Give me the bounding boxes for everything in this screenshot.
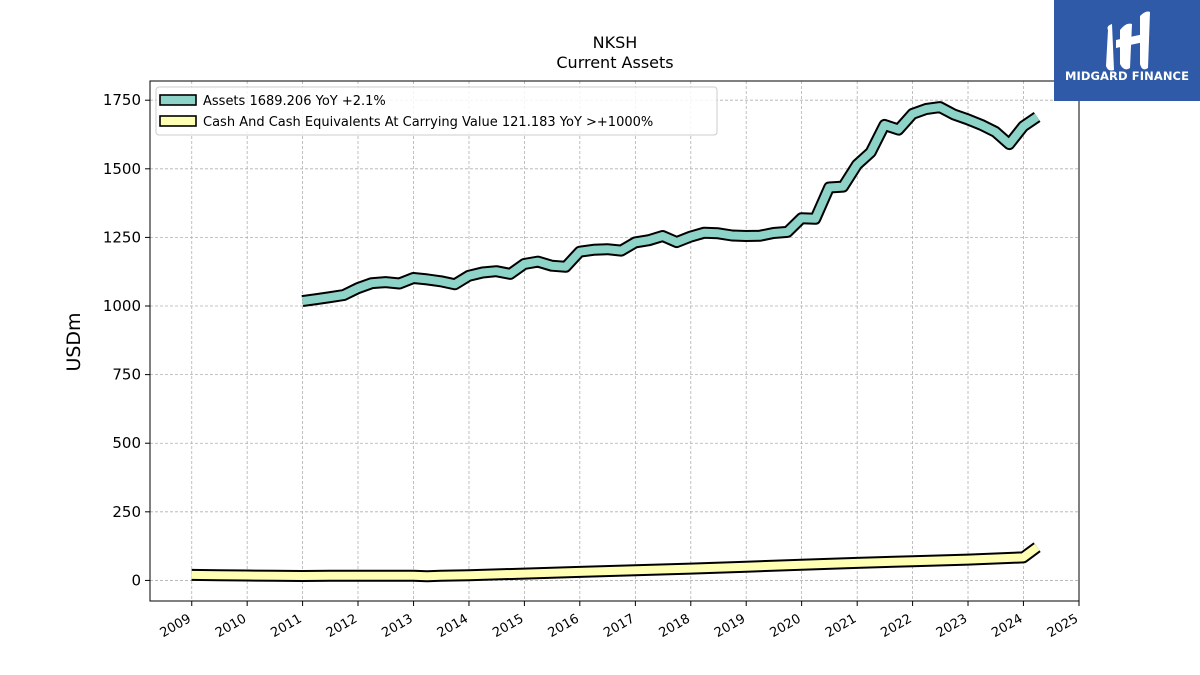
x-tick-label: 2022 [878,611,914,641]
series-line [191,543,1040,581]
x-axis: 2009 2010 2011 2012 2013 2014 2015 2016 2017 2018… [158,601,1081,641]
x-tick-label: 2013 [379,611,415,641]
plot-series [191,101,1041,583]
legend-swatch [159,115,197,127]
x-tick-label: 2020 [767,611,803,641]
y-tick-label: 1500 [103,160,141,178]
y-tick-label: 1000 [103,297,141,315]
chart-title: NKSH [593,33,638,52]
legend: Assets 1689.206 YoY +2.1% Cash And Cash E… [155,86,718,136]
x-tick-label: 2018 [657,611,693,641]
x-tick-label: 2010 [213,611,249,641]
series-line-outline [301,101,1041,308]
x-tick-label: 2017 [601,611,637,641]
grid [150,81,1080,601]
y-tick-label: 250 [112,503,141,521]
y-axis-label: USDm [63,312,85,371]
plot-frame [149,80,1080,602]
y-tick-label: 1750 [103,91,141,109]
x-tick-label: 2023 [934,611,970,641]
series-2 [191,542,1041,583]
y-tick-label: 500 [112,434,141,452]
x-tick-label: 2009 [158,611,194,641]
series-1 [301,101,1041,308]
x-tick-label: 2011 [268,611,304,641]
x-tick-label: 2012 [324,611,360,641]
chart-subtitle: Current Assets [556,53,673,72]
legend-swatch [159,94,197,106]
x-tick-label: 2014 [435,611,471,641]
y-axis: 0 250 500 750 1000 1250 1500 1750 [103,91,150,589]
y-tick-label: 1250 [103,228,141,246]
legend-box [155,86,718,136]
legend-label: Cash And Cash Equivalents At Carrying Va… [203,115,653,130]
legend-label: Assets 1689.206 YoY +2.1% [203,94,386,109]
x-tick-label: 2021 [823,611,859,641]
brand-name: MIDGARD FINANCE [1064,69,1190,83]
series-line [301,103,1040,306]
y-tick-label: 0 [131,571,141,589]
x-tick-label: 2024 [989,611,1025,641]
x-tick-label: 2025 [1045,611,1081,641]
y-tick-label: 750 [112,366,141,384]
x-tick-label: 2016 [546,611,582,641]
x-tick-label: 2015 [490,611,526,641]
brand-logo: MIDGARD FINANCE [1054,0,1200,101]
x-tick-label: 2019 [712,611,748,641]
brand-mark-icon [1106,11,1150,71]
